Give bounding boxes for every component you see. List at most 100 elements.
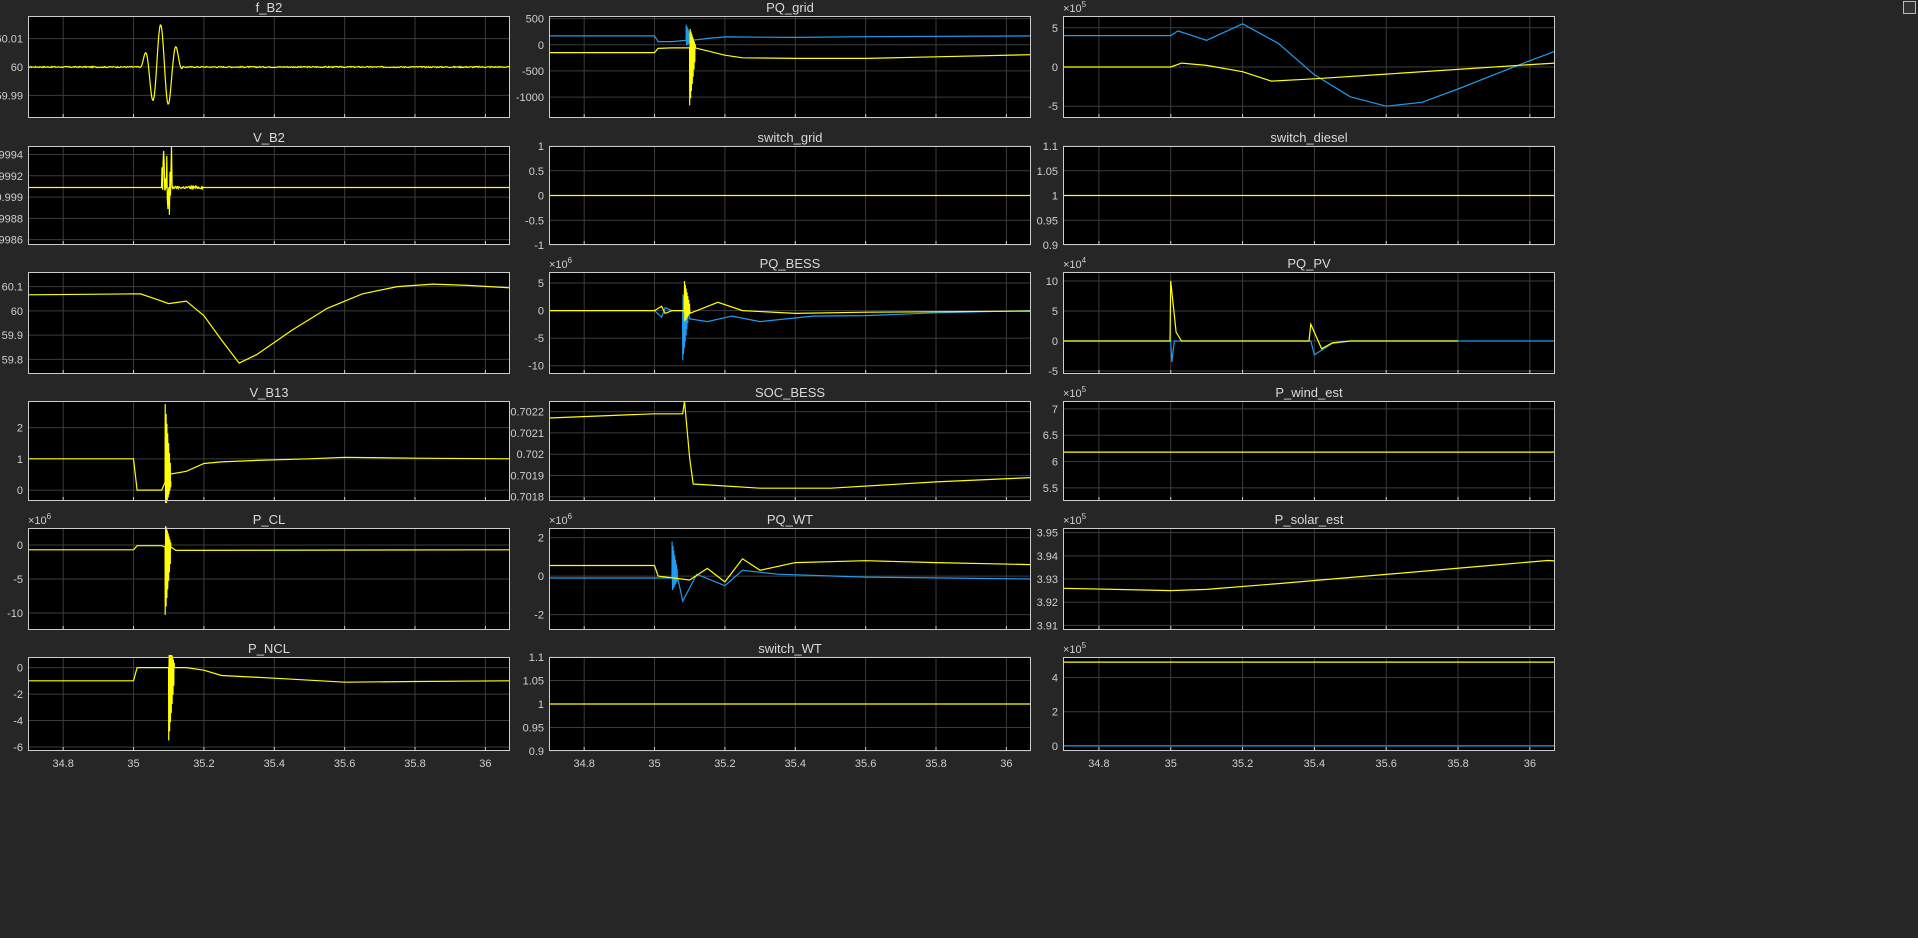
series-line-yellow [1063, 62, 1556, 82]
y-tick-label: 4 [1052, 673, 1058, 685]
y-tick-label: 3.91 [1037, 620, 1058, 632]
axes-background [1063, 272, 1555, 374]
y-tick-label: -0.5 [525, 215, 544, 227]
axes-frame [28, 657, 510, 751]
subplot-title: PQ_WT [766, 512, 814, 527]
y-tick-label: 60.1 [2, 282, 23, 294]
axes-background [1063, 401, 1555, 501]
y-tick-label: 5.5 [1043, 483, 1058, 495]
y-tick-label: -10 [7, 608, 23, 620]
subplot-axes: 0.9 0.95 1 1.05 1.1 34.8 35 35.2 35.4 35.6 35.8 36 [523, 652, 1031, 770]
y-tick-label: -10 [528, 361, 544, 373]
subplot-switch_diesel: switch_diesel 0.9 0.95 1 1.05 1.1 [1037, 130, 1555, 252]
x-tick-label: 35.6 [1376, 758, 1397, 770]
y-tick-label: 0.9994 [0, 150, 23, 162]
y-tick-label: 3.92 [1037, 597, 1058, 609]
y-tick-label: 59.8 [2, 354, 23, 366]
y-exponent-label: ×106 [549, 256, 573, 271]
subplot-title: PQ_PV [1287, 256, 1331, 271]
axes-frame [1063, 16, 1555, 118]
axes-frame [549, 272, 1031, 374]
y-exponent-label: ×105 [1063, 512, 1087, 527]
subplot-P_CL: P_CL -10 -5 0 ×106 [7, 512, 511, 630]
subplot-title: switch_diesel [1270, 130, 1348, 145]
subplot-r0c2: -5 0 5 ×105 [1048, 0, 1556, 118]
x-tick-label: 35.6 [334, 758, 355, 770]
axes-frame [1063, 272, 1555, 374]
y-tick-label: 5 [1052, 23, 1058, 35]
y-tick-label: 0 [538, 571, 544, 583]
subplot-title: switch_grid [757, 130, 823, 145]
subplot-axes: 59.8 59.9 60 60.1 [2, 272, 511, 374]
axes-frame [1063, 146, 1555, 245]
undock-button[interactable] [1903, 1, 1916, 14]
subplot-axes: 3.91 3.92 3.93 3.94 3.95 ×105 [1037, 512, 1556, 632]
y-tick-label: 0.95 [1037, 215, 1058, 227]
x-tick-label: 35.4 [785, 758, 806, 770]
subplot-axes: 0.9 0.95 1 1.05 1.1 [1037, 141, 1555, 252]
x-tick-label: 35.2 [1232, 758, 1253, 770]
y-tick-label: 1 [17, 454, 23, 466]
y-tick-label: -2 [534, 610, 544, 622]
y-tick-label: 0.9 [529, 746, 544, 758]
series-line-yellow [549, 28, 1032, 106]
y-exponent-label: ×105 [1063, 385, 1087, 400]
x-tick-label: 35 [648, 758, 660, 770]
subplot-axes: -1 -0.5 0 0.5 1 [525, 141, 1031, 252]
subplot-axes: 59.99 60 60.01 [0, 16, 510, 118]
subplot-title: f_B2 [255, 0, 283, 15]
axes-frame [28, 16, 510, 118]
y-tick-label: 0.95 [523, 723, 544, 735]
subplot-switch_grid: switch_grid -1 -0.5 0 0.5 1 [525, 130, 1031, 252]
axes-frame [1063, 401, 1555, 501]
y-tick-label: 0.7022 [510, 407, 544, 419]
axes-background [549, 401, 1031, 501]
subplot-switch_WT: switch_WT 0.9 0.95 1 1.05 1.1 34.8 35 35.2 35.4 35… [523, 641, 1031, 770]
y-tick-label: -1 [534, 240, 544, 252]
subplot-axes: -10 -5 0 ×106 [7, 512, 511, 630]
y-tick-label: 1.1 [1043, 141, 1058, 153]
subplot-PQ_WT: PQ_WT -2 0 2 ×106 [534, 512, 1032, 630]
axes-background [28, 657, 510, 751]
subplot-axes: 0.9986 0.9988 0.999 0.9992 0.9994 [0, 146, 510, 247]
x-tick-label: 36 [1524, 758, 1536, 770]
y-exponent-label: ×104 [1063, 256, 1087, 271]
subplot-title: PQ_BESS [759, 256, 821, 271]
subplot-title: V_B13 [249, 385, 289, 400]
subplot-title: switch_WT [758, 641, 822, 656]
y-tick-label: -5 [1048, 366, 1058, 378]
subplot-axes: 0 2 4 ×105 34.8 35 35.2 35.4 35.6 35.8 36 [1052, 641, 1555, 770]
y-tick-label: 60 [11, 62, 23, 74]
axes-frame [549, 657, 1031, 751]
axes-background [28, 401, 510, 501]
subplot-axes: 0.7018 0.7019 0.702 0.7021 0.7022 [510, 400, 1032, 504]
series-line-yellow [28, 404, 511, 504]
subplot-title: P_solar_est [1274, 512, 1344, 527]
subplot-axes: -1000 -500 0 500 [516, 14, 1032, 118]
x-tick-label: 35.6 [855, 758, 876, 770]
x-tick-label: 35.4 [1304, 758, 1325, 770]
x-tick-label: 35 [1165, 758, 1177, 770]
axes-frame [28, 401, 510, 501]
y-tick-label: -2 [13, 689, 23, 701]
x-tick-label: 35.8 [1447, 758, 1468, 770]
y-tick-label: 0.7019 [510, 470, 544, 482]
series-line-yellow [1062, 559, 1556, 592]
subplot-axes: -6 -4 -2 0 34.8 35 35.2 35.4 35.6 35.8 36 [13, 654, 511, 770]
axes-background [28, 146, 510, 245]
series-line-yellow [549, 557, 1032, 583]
subplot-axes: -5 0 5 ×105 [1048, 0, 1556, 118]
axes-background [549, 16, 1031, 118]
subplot-PQ_grid: PQ_grid -1000 -500 0 500 [516, 0, 1032, 118]
series-line-blue [1063, 23, 1556, 107]
x-tick-label: 35 [127, 758, 139, 770]
subplot-title: V_B2 [253, 130, 285, 145]
y-tick-label: -5 [1048, 101, 1058, 113]
y-tick-label: 60.01 [0, 34, 23, 46]
subplot-PQ_PV: PQ_PV -5 0 5 10 ×104 [1046, 256, 1555, 378]
x-tick-label: 36 [1000, 758, 1012, 770]
y-tick-label: 0.7018 [510, 492, 544, 504]
subplot-r5c2: 0 2 4 ×105 34.8 35 35.2 35.4 35.6 35.8 36 [1052, 641, 1555, 770]
subplot-P_NCL: P_NCL -6 -4 -2 0 34.8 35 35.2 35.4 35.6 35.8 36 [13, 641, 511, 770]
y-tick-label: 0.9986 [0, 235, 23, 247]
